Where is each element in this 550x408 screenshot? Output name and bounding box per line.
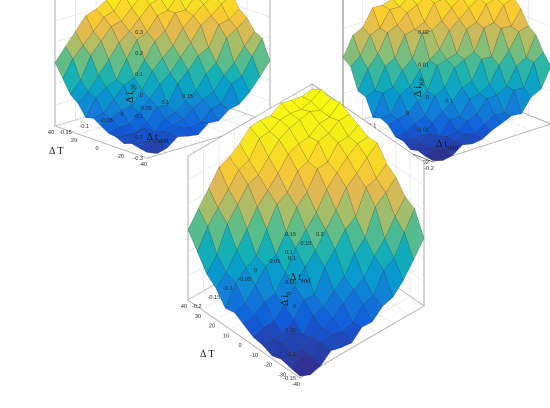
- surface-mesh: [342, 0, 550, 161]
- surface-patch: [412, 0, 423, 6]
- z-tick-label: 0.3: [135, 30, 143, 36]
- y-tick-label: -0.1: [80, 124, 90, 130]
- x-tick-label: 40: [48, 130, 54, 136]
- y-axis-label: Δ tstart: [147, 132, 170, 145]
- y-tick-label: 0.05: [270, 259, 281, 265]
- z-tick-label: 0: [293, 304, 296, 310]
- z-axis-label: Δ iKP: [413, 77, 426, 97]
- z-tick-label: -0.2: [133, 135, 143, 141]
- surface-mesh: [54, 0, 271, 154]
- x-tick-label: -10: [250, 353, 258, 359]
- x-tick-label: 30: [195, 314, 201, 320]
- grid-line-z-wall: [187, 83, 313, 157]
- x-tick-label: 0: [95, 146, 98, 152]
- x-tick-label: 20: [71, 138, 77, 144]
- z-tick-label: 0.1: [288, 256, 296, 262]
- z-tick-label: 0.02: [418, 30, 429, 36]
- surface-chart-dT-dtstart: -40 -20 0 20 40 -0.15 -0.1 -0.05 0 0.05 0.1 0.15 -0.…: [48, 0, 271, 168]
- z-axis-label: Δ iQF: [125, 83, 138, 103]
- surface-patch: [199, 0, 209, 5]
- z-tick-label: 0.2: [135, 51, 143, 57]
- grid-line-y-floor: [54, 125, 148, 159]
- y-tick-label: 0.15: [301, 241, 312, 247]
- x-tick-label: -30: [278, 372, 286, 378]
- x-axis-label: Δ T: [49, 146, 64, 157]
- y-tick-label: 0.1: [445, 98, 453, 104]
- y-tick-label: 0: [406, 111, 409, 117]
- y-axis-label: Δ tend: [290, 272, 311, 285]
- x-tick-label: 20: [209, 324, 215, 330]
- y-tick-label: 0.15: [182, 94, 193, 100]
- x-tick-label: 10: [223, 333, 229, 339]
- surface-mesh: [187, 88, 425, 377]
- surface-patch: [127, 0, 139, 9]
- z-tick-label: 0: [426, 95, 429, 101]
- z-tick-label: 0.05: [285, 280, 296, 286]
- z-tick-label: -0.01: [416, 128, 429, 134]
- x-tick-label: -40: [292, 382, 300, 388]
- y-tick-label: 0.1: [285, 250, 293, 256]
- z-tick-label: -0.3: [133, 156, 143, 162]
- z-tick-label: -0.1: [133, 114, 143, 120]
- y-tick-label: -0.1: [223, 286, 233, 292]
- y-tick-label: -0.15: [59, 130, 72, 136]
- x-tick-label: -20: [116, 154, 124, 160]
- z-tick-label: 0.01: [418, 63, 429, 69]
- grid-line-z-wall: [311, 83, 425, 163]
- z-tick-label: 0.15: [285, 232, 296, 238]
- surface-patch: [217, 0, 226, 5]
- y-tick-label: 0.05: [141, 106, 152, 112]
- x-tick-label: -0.2: [424, 166, 434, 172]
- x-tick-label: 40: [181, 304, 187, 310]
- x-axis-label: Δ T: [200, 349, 215, 360]
- y-tick-label: -0.2: [192, 304, 202, 310]
- x-tick-label: -20: [264, 363, 272, 369]
- y-tick-label: 0.2: [316, 232, 324, 238]
- z-axis-label: Δ i0: [280, 292, 293, 306]
- y-tick-label: 0: [121, 112, 124, 118]
- surface-patch: [290, 357, 311, 377]
- y-tick-label: -0.15: [208, 295, 221, 301]
- y-tick-label: 0: [254, 268, 257, 274]
- surface-patch: [138, 141, 158, 154]
- grid-line-y-floor: [187, 299, 301, 379]
- tick-labels: -40 -20 0 20 40 -0.15 -0.1 -0.05 0 0.05 0.1 0.15 -0.…: [48, 30, 193, 168]
- y-tick-label: -0.05: [239, 277, 252, 283]
- z-tick-label: -0.1: [286, 352, 296, 358]
- x-tick-label: 0: [238, 343, 241, 349]
- surface-patch: [425, 149, 444, 161]
- y-tick-label: 0.1: [162, 100, 170, 106]
- y-tick-label: -0.05: [100, 118, 113, 124]
- x-tick-label: -40: [139, 162, 147, 168]
- y-axis-label: Δ tstart: [436, 139, 459, 152]
- z-tick-label: 0.1: [135, 72, 143, 78]
- z-tick-label: -0.05: [283, 328, 296, 334]
- z-tick-label: -0.15: [283, 376, 296, 382]
- z-tick-label: 0: [140, 93, 143, 99]
